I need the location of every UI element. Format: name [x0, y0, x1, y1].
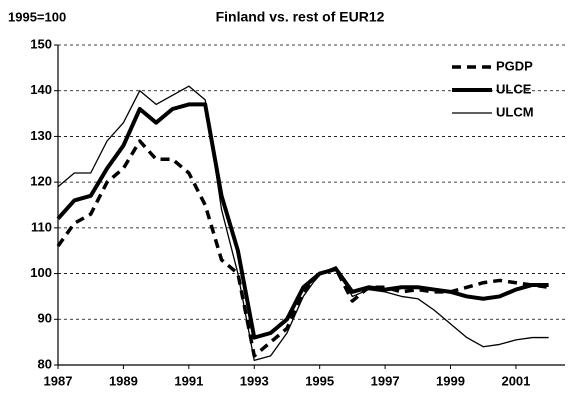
- line-series: [56, 102, 549, 340]
- y-tick-label: 120: [30, 174, 52, 189]
- line-series: [56, 139, 549, 358]
- x-tick-label: 1989: [109, 373, 138, 388]
- y-tick-label: 140: [30, 82, 52, 97]
- x-tick-label: 1991: [174, 373, 203, 388]
- legend-label: ULCM: [496, 104, 534, 119]
- x-tick-label: 1993: [240, 373, 269, 388]
- y-tick-label: 90: [38, 311, 52, 326]
- y-tick-label: 130: [30, 128, 52, 143]
- chart-title: Finland vs. rest of EUR12: [216, 9, 385, 25]
- x-tick-label: 1987: [44, 373, 73, 388]
- y-tick-label: 150: [30, 36, 52, 51]
- x-tick-label: 1997: [371, 373, 400, 388]
- line-series: [57, 85, 549, 362]
- x-tick-label: 1999: [436, 373, 465, 388]
- x-tick-label: 1995: [305, 373, 334, 388]
- y-tick-label: 100: [30, 265, 52, 280]
- x-tick-label: 2001: [501, 373, 530, 388]
- y-tick-label: 80: [38, 356, 52, 371]
- y-axis-label: 1995=100: [8, 9, 66, 24]
- legend-label: ULCE: [496, 81, 532, 96]
- legend-label: PGDP: [496, 58, 533, 73]
- y-tick-label: 110: [31, 219, 52, 234]
